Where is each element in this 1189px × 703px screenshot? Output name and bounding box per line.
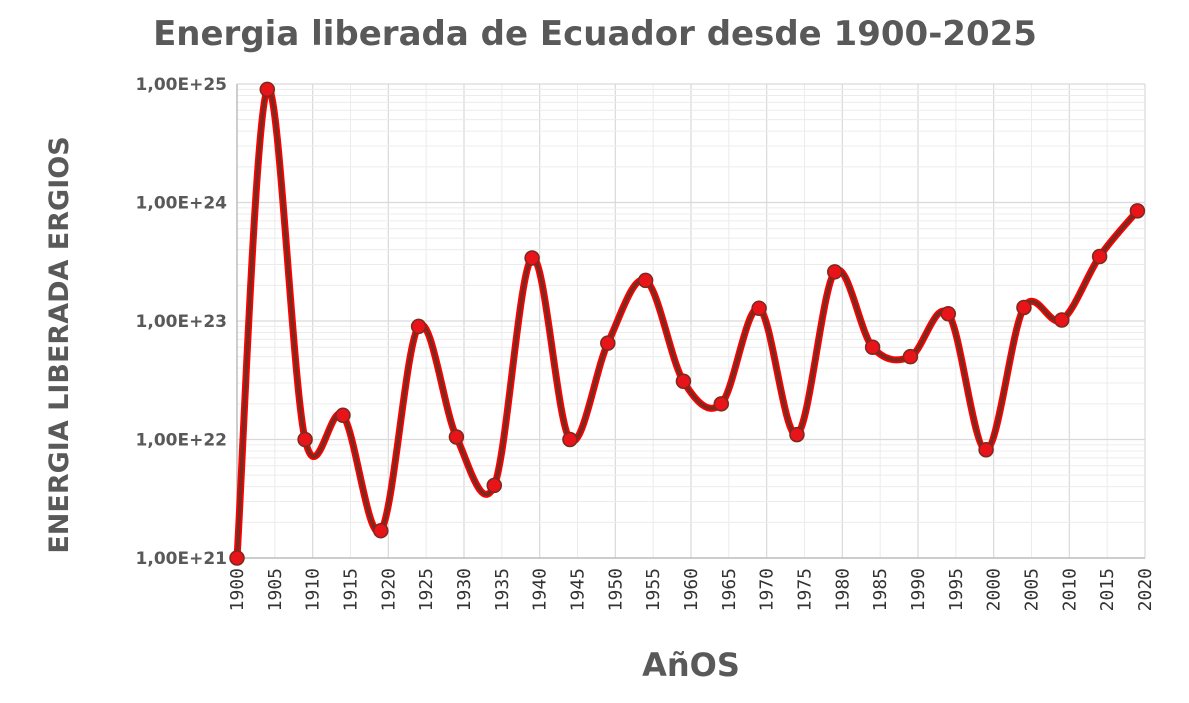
x-axis-tick-labels: 1900 1905 1910 1915 1920 1925 1930 1935 1940 1945… xyxy=(227,568,1156,611)
data-point xyxy=(902,348,919,365)
data-point xyxy=(297,431,313,448)
chart-axes xyxy=(236,84,1145,559)
x-tick-label: 2015 xyxy=(1097,568,1118,611)
y-tick-label: 1,00E+22 xyxy=(136,431,227,451)
data-point xyxy=(978,441,994,458)
data-point xyxy=(789,426,805,443)
x-tick-label: 2020 xyxy=(1135,568,1156,611)
x-tick-label: 1990 xyxy=(908,568,929,611)
x-tick-label: 1940 xyxy=(530,568,551,611)
data-point xyxy=(1054,312,1070,328)
x-tick-label: 2005 xyxy=(1022,568,1043,611)
data-point xyxy=(751,300,767,317)
x-axis-label: AñOS xyxy=(642,646,740,684)
data-point xyxy=(864,339,881,356)
series-group xyxy=(233,85,1141,562)
x-tick-label: 1910 xyxy=(303,568,324,611)
data-point xyxy=(524,250,540,266)
data-point xyxy=(1129,203,1146,219)
y-axis-label: ENERGIA LIBERADA ERGIOS xyxy=(44,136,75,553)
data-point xyxy=(940,306,957,322)
data-markers xyxy=(229,81,1146,566)
data-point xyxy=(1016,299,1032,316)
x-tick-label: 1915 xyxy=(341,568,362,611)
x-tick-label: 1985 xyxy=(870,568,891,611)
data-point xyxy=(410,318,427,335)
data-point xyxy=(562,431,578,448)
data-point xyxy=(600,335,616,351)
x-tick-label: 1955 xyxy=(643,568,664,611)
x-tick-label: 1920 xyxy=(378,568,399,611)
y-tick-label: 1,00E+25 xyxy=(136,75,227,95)
y-tick-label: 1,00E+21 xyxy=(136,549,227,569)
data-point xyxy=(827,264,843,280)
x-tick-label: 1935 xyxy=(492,568,513,611)
x-tick-label: 1960 xyxy=(681,568,702,611)
data-point xyxy=(637,272,654,289)
x-tick-label: 1900 xyxy=(227,568,248,611)
x-tick-label: 1905 xyxy=(265,568,286,611)
series-line-glow xyxy=(233,85,1141,562)
data-point xyxy=(335,407,351,424)
x-tick-label: 1970 xyxy=(757,568,778,611)
x-tick-label: 1945 xyxy=(568,568,589,611)
x-tick-label: 2010 xyxy=(1059,568,1080,611)
data-point xyxy=(229,550,245,566)
x-tick-label: 1930 xyxy=(454,568,475,611)
data-point xyxy=(259,81,276,98)
y-tick-label: 1,00E+24 xyxy=(136,194,228,214)
x-tick-label: 1975 xyxy=(795,568,816,611)
data-point xyxy=(675,373,692,390)
data-point xyxy=(373,522,389,539)
x-tick-label: 1995 xyxy=(946,568,967,611)
y-axis-tick-labels: 1,00E+21 1,00E+22 1,00E+23 1,00E+24 1,00E+25 xyxy=(136,75,228,569)
x-tick-label: 1925 xyxy=(416,568,437,611)
x-tick-label: 1965 xyxy=(719,568,740,611)
series-line xyxy=(235,87,1140,560)
y-tick-label: 1,00E+23 xyxy=(136,312,227,332)
x-tick-label: 1950 xyxy=(605,568,626,611)
data-point xyxy=(1091,248,1108,265)
x-tick-label: 2000 xyxy=(984,568,1005,611)
chart-grid xyxy=(236,83,1146,559)
data-point xyxy=(486,477,503,494)
data-point xyxy=(448,429,465,445)
chart-title: Energia liberada de Ecuador desde 1900-2… xyxy=(153,14,1037,54)
data-point xyxy=(713,396,730,412)
x-tick-label: 1980 xyxy=(832,568,853,611)
